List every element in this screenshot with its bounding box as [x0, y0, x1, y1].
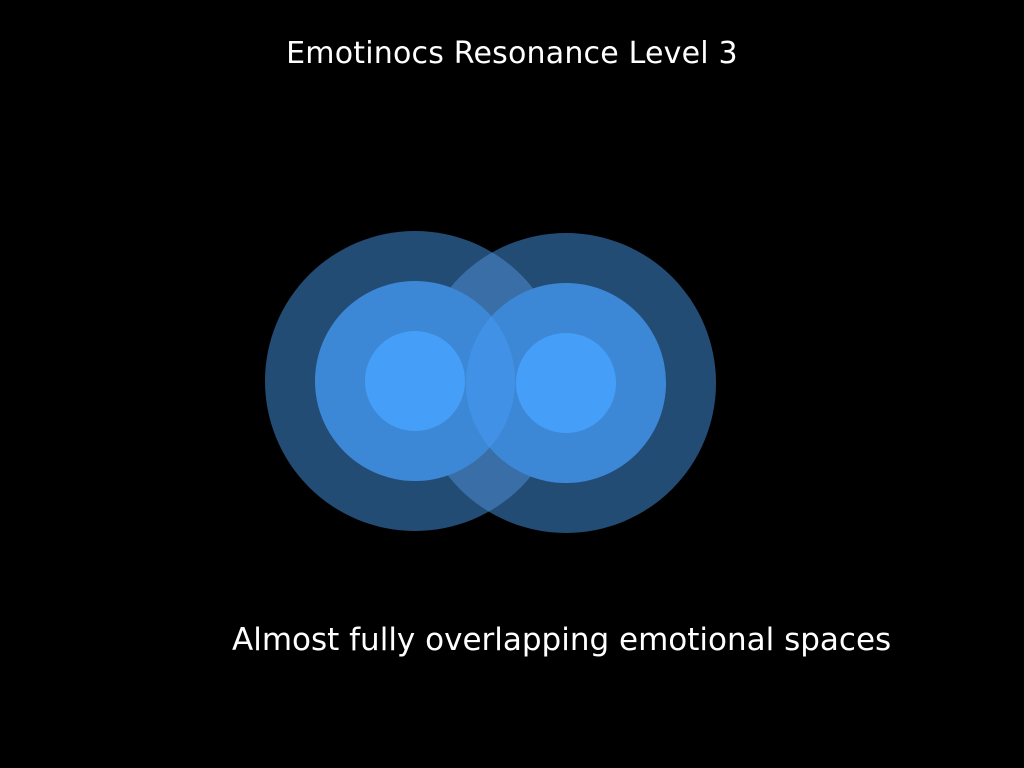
outer-overlap-lens [416, 233, 565, 531]
right-inner-core [516, 333, 616, 433]
diagram-title: Emotinocs Resonance Level 3 [0, 36, 1024, 71]
diagram-title-text: Emotinocs Resonance Level 3 [286, 36, 738, 71]
diagram-caption: Almost fully overlapping emotional space… [232, 622, 892, 658]
left-inner-core [365, 331, 465, 431]
